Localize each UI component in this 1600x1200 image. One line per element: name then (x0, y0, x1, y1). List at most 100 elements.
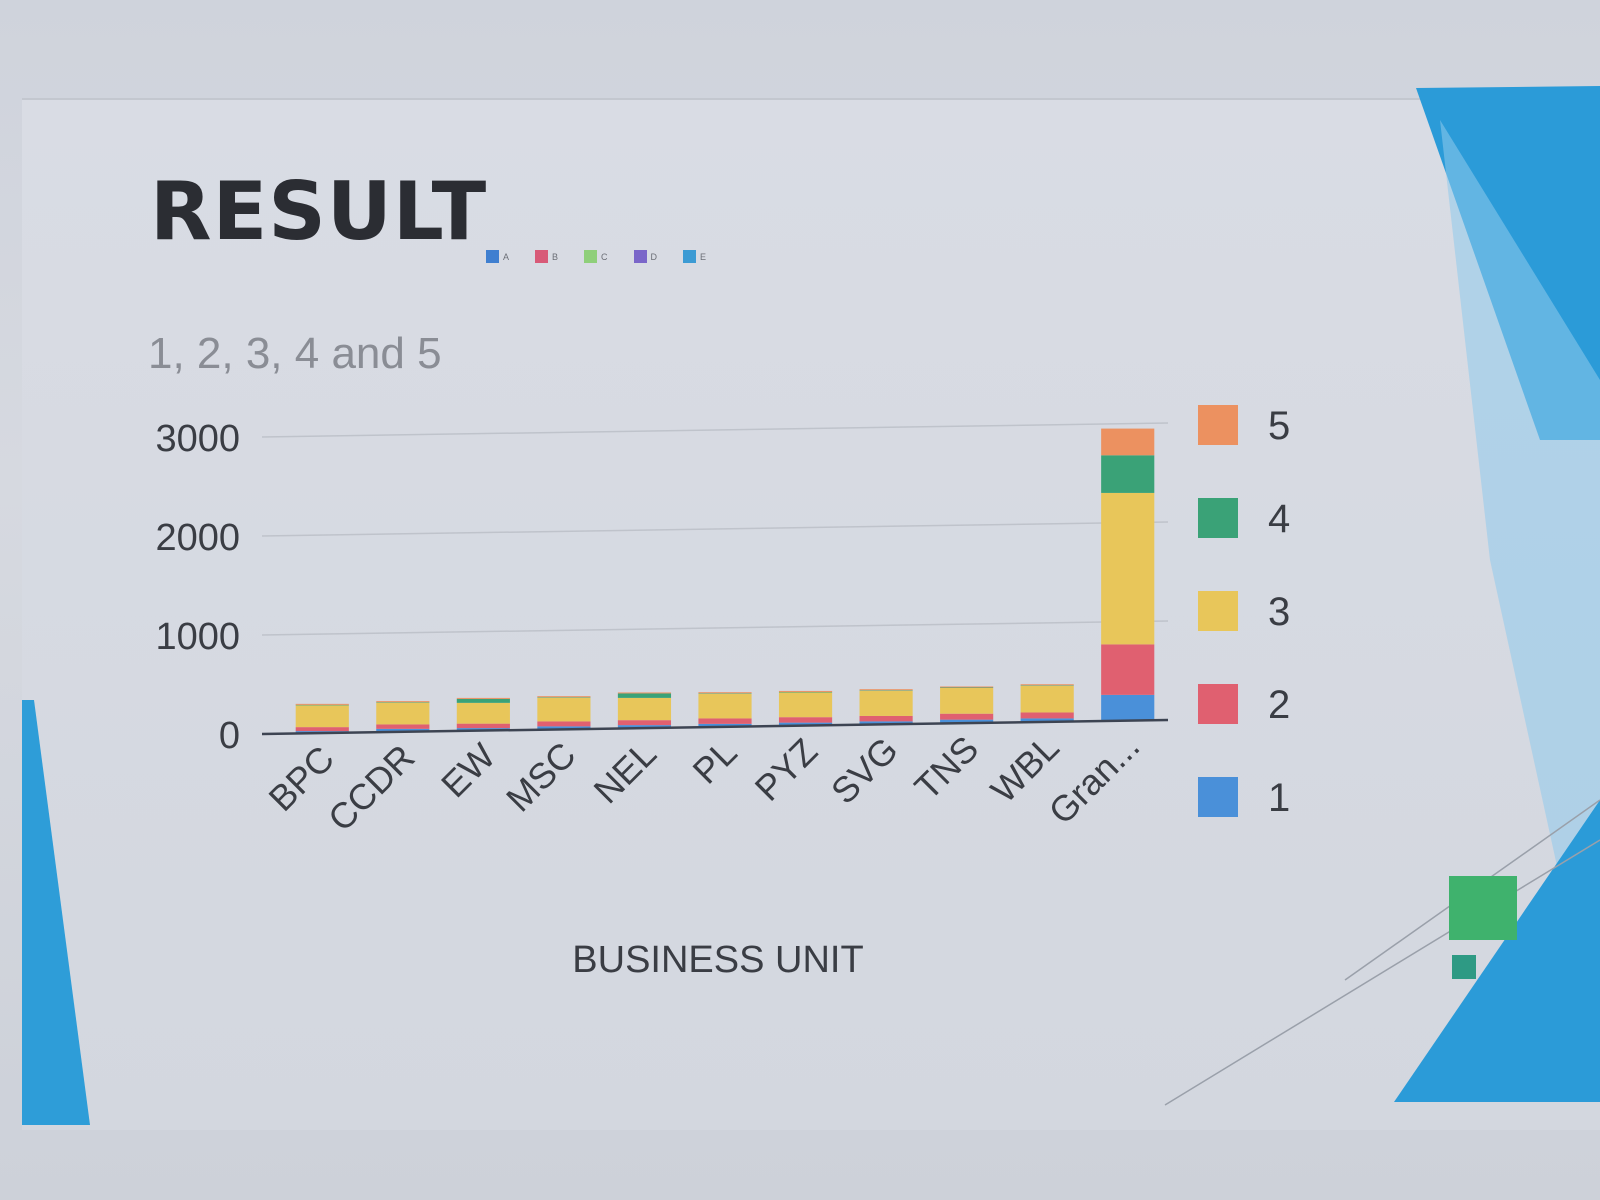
chart-legend: 5 4 3 2 1 (1198, 404, 1290, 820)
bar-segment (698, 693, 752, 719)
x-axis-label: BUSINESS UNIT (572, 939, 863, 981)
deco-legend-item: B (535, 250, 558, 263)
deco-legend-label: D (650, 251, 658, 262)
bar-segment (295, 727, 349, 732)
legend-swatch (1198, 498, 1238, 538)
bar-segment (376, 728, 430, 732)
bar-segment (376, 724, 430, 729)
deco-line (1164, 839, 1600, 1106)
bar-segment (698, 693, 752, 694)
deco-square-small (1452, 955, 1476, 979)
bar-segment (537, 697, 591, 698)
x-tick-label: MSC (498, 734, 584, 820)
slide-panel (22, 98, 1600, 1130)
bar-segment (859, 721, 913, 725)
deco-legend-label: A (503, 251, 510, 262)
bar-segment (859, 690, 913, 691)
deco-legend-swatch (486, 250, 499, 263)
bar-segment (617, 720, 672, 726)
bar-segment (1020, 685, 1074, 686)
bar-segment (617, 692, 672, 694)
bar-segment (1101, 428, 1155, 456)
grid-line (261, 521, 1169, 537)
bar-segment (456, 698, 510, 703)
bar-segment (295, 703, 349, 705)
bar-segment (537, 726, 591, 730)
bottom-right-accent-shape (1394, 800, 1600, 1102)
bar-segment (940, 713, 994, 720)
right-accent-light (1440, 120, 1600, 880)
bar-segment (537, 697, 591, 722)
x-tick-label: CCDR (320, 736, 423, 839)
bar-segment (1020, 712, 1074, 719)
bar-segment (859, 715, 913, 722)
deco-legend-item: E (683, 250, 706, 263)
bars (295, 428, 1155, 734)
bar-segment (617, 697, 672, 721)
legend-swatch (1198, 591, 1238, 631)
y-axis-ticks: 0 1000 2000 3000 (155, 418, 240, 757)
bar-segment (698, 718, 752, 724)
bar-segment (617, 693, 672, 698)
bar-segment (859, 689, 913, 691)
legend-label: 2 (1268, 683, 1290, 727)
bar-segment (1020, 718, 1074, 722)
bar-segment (940, 686, 994, 688)
bar-segment (295, 705, 349, 728)
bar-segment (859, 690, 913, 716)
bar-segment (456, 702, 510, 724)
bar-segment (376, 702, 430, 725)
bar-segment (778, 691, 833, 693)
x-tick-label: EW (433, 735, 503, 805)
decorative-legend: A B C D E (486, 250, 706, 263)
bar-segment (537, 696, 591, 698)
y-tick-label: 1000 (155, 616, 240, 658)
legend-label: 5 (1268, 404, 1290, 448)
bar-segment (1101, 644, 1155, 695)
legend-swatch (1198, 405, 1238, 445)
y-tick-label: 2000 (155, 517, 240, 559)
bar-segment (1101, 694, 1155, 721)
deco-square-large (1449, 876, 1517, 940)
deco-legend-swatch (584, 250, 598, 263)
x-tick-label: Gran... (1041, 725, 1148, 832)
bar-segment (940, 687, 994, 714)
grid-line (261, 620, 1169, 636)
deco-legend-item: D (633, 250, 658, 263)
bar-segment (376, 702, 430, 703)
bar-segment (940, 687, 994, 688)
bar-segment (537, 721, 591, 727)
x-tick-label: NEL (586, 733, 665, 812)
legend-swatch (1198, 777, 1238, 817)
legend-label: 3 (1268, 590, 1290, 634)
x-tick-label: PYZ (747, 730, 825, 808)
bar-segment (698, 723, 752, 727)
bar-segment (778, 692, 833, 718)
x-axis-line (261, 718, 1169, 736)
x-tick-label: SVG (823, 729, 906, 812)
deco-legend-swatch (535, 250, 549, 263)
deco-legend-swatch (683, 250, 697, 263)
bar-segment (778, 722, 833, 726)
chart-title: 1, 2, 3, 4 and 5 (148, 329, 442, 378)
bar-segment (376, 701, 430, 703)
bar-segment (456, 723, 510, 729)
bar-segment (778, 717, 833, 723)
grid-line (261, 422, 1169, 438)
x-tick-label: PL (685, 732, 745, 792)
deco-legend-item: C (584, 250, 608, 263)
deco-legend-label: E (700, 251, 707, 262)
deco-legend-label: B (552, 251, 559, 262)
bar-segment (1101, 492, 1155, 645)
deco-legend-swatch (633, 250, 647, 263)
y-tick-label: 3000 (155, 418, 240, 460)
bar-segment (456, 697, 510, 699)
bar-segment (1020, 684, 1074, 686)
legend-label: 1 (1268, 776, 1290, 820)
deco-legend-item: A (486, 250, 509, 263)
y-tick-label: 0 (219, 715, 240, 757)
slide-title: RESULT (150, 165, 488, 258)
left-accent-shape (22, 700, 90, 1125)
